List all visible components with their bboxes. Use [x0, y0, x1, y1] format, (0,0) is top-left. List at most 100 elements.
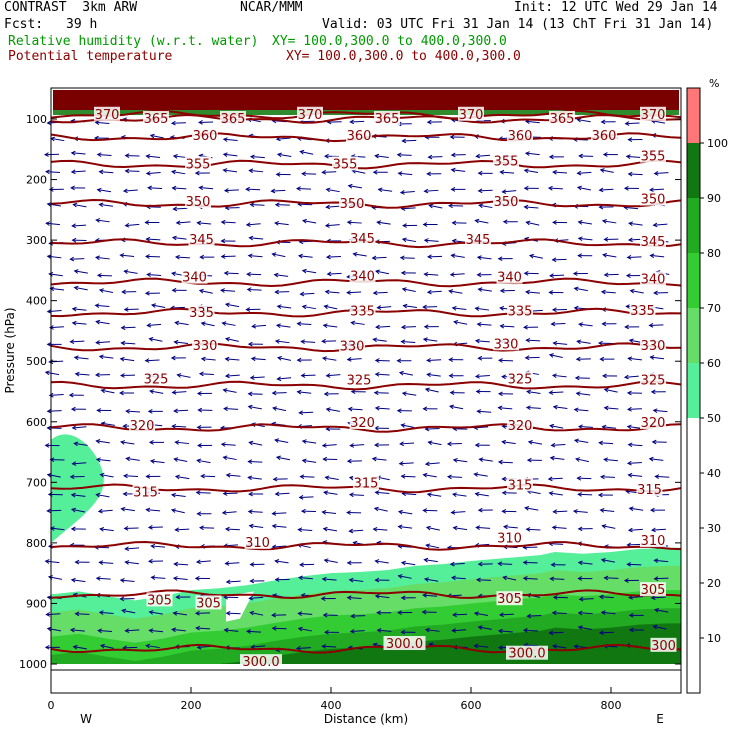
wind-arrowhead	[572, 509, 578, 514]
wind-arrow	[350, 444, 365, 447]
wind-arrowhead	[295, 645, 301, 651]
wind-arrowhead	[400, 595, 406, 601]
wind-arrow	[72, 462, 87, 465]
wind-arrowhead	[196, 511, 202, 517]
wind-arrow	[46, 171, 61, 174]
wind-arrow	[175, 528, 190, 531]
wind-arrow	[322, 357, 337, 361]
wind-arrowhead	[170, 492, 176, 498]
wind-arrow	[123, 646, 138, 649]
wind-arrow	[49, 394, 64, 396]
wind-arrow	[73, 646, 87, 650]
wind-arrowhead	[397, 509, 403, 515]
wind-arrowhead	[276, 304, 282, 310]
wind-arrow	[453, 459, 468, 463]
wind-arrow	[399, 462, 414, 465]
wind-arrowhead	[549, 576, 555, 582]
wind-arrow	[525, 152, 540, 156]
wind-arrowhead	[245, 307, 251, 312]
wind-arrow	[72, 426, 87, 429]
wind-arrow	[377, 306, 392, 309]
wind-arrow	[574, 287, 588, 292]
wind-arrow	[425, 629, 440, 632]
y-axis-title: Pressure (hPa)	[3, 307, 17, 393]
wind-arrowhead	[275, 172, 281, 177]
wind-arrowhead	[372, 169, 378, 175]
wind-arrowhead	[145, 507, 151, 513]
wind-arrowhead	[98, 202, 104, 208]
wind-arrow	[96, 341, 111, 344]
wind-arrow	[225, 374, 240, 377]
wind-arrow	[549, 543, 564, 545]
wind-arrow	[348, 185, 362, 189]
wind-arrowhead	[224, 526, 230, 532]
wind-arrow	[628, 474, 643, 477]
wind-arrowhead	[97, 628, 103, 634]
wind-arrowhead	[96, 273, 102, 278]
wind-arrowhead	[396, 358, 402, 364]
wind-arrow	[627, 543, 642, 546]
wind-arrowhead	[552, 509, 558, 515]
wind-arrow	[424, 273, 439, 276]
wind-arrow	[629, 507, 644, 511]
wind-arrow	[151, 304, 166, 308]
wind-arrowhead	[251, 323, 257, 329]
contour-label-bg	[297, 106, 323, 121]
wind-arrowhead	[450, 510, 456, 515]
wind-arrow	[224, 272, 239, 275]
wind-arrowhead	[199, 525, 204, 531]
wind-arrow	[373, 528, 388, 531]
wind-arrowhead	[301, 171, 307, 177]
wind-arrowhead	[577, 253, 583, 258]
wind-arrowhead	[449, 390, 455, 396]
wind-arrowhead	[450, 167, 456, 173]
wind-arrow	[629, 222, 643, 226]
wind-arrow	[272, 512, 287, 515]
contour-label: 360	[508, 129, 533, 144]
contour-label: 350	[641, 193, 666, 208]
wind-arrow	[75, 613, 90, 615]
contour-label-bg	[640, 233, 666, 248]
plot-frame	[50, 87, 682, 694]
wind-arrow	[298, 255, 313, 258]
wind-arrowhead	[222, 491, 228, 496]
wind-arrowhead	[297, 611, 303, 616]
wind-arrowhead	[274, 491, 280, 497]
wind-arrowhead	[172, 154, 178, 159]
contour-label: 325	[144, 372, 169, 387]
wind-arrowhead	[247, 341, 253, 347]
wind-arrowhead	[323, 558, 329, 563]
wind-arrowhead	[221, 321, 227, 326]
wind-arrowhead	[150, 303, 156, 308]
wind-arrow	[221, 289, 235, 292]
wind-arrow	[448, 476, 462, 478]
wind-arrow	[601, 611, 616, 615]
wind-arrowhead	[248, 168, 254, 174]
wind-arrowhead	[69, 474, 75, 480]
wind-arrowhead	[627, 442, 633, 448]
contour-label: 345	[189, 233, 214, 248]
wind-arrowhead	[149, 389, 155, 394]
wind-arrow	[655, 475, 670, 478]
wind-arrow	[350, 630, 365, 633]
wind-arrow	[424, 559, 438, 563]
wind-arrow	[373, 291, 388, 294]
wind-arrow	[148, 187, 163, 189]
wind-arrowhead	[70, 526, 76, 532]
wind-arrowhead	[374, 405, 380, 411]
wind-arrowhead	[70, 185, 75, 191]
wind-arrowhead	[372, 337, 378, 343]
wind-arrowhead	[424, 461, 430, 467]
wind-arrow	[300, 292, 315, 295]
wind-arrowhead	[172, 611, 178, 616]
wind-arrow	[146, 155, 161, 159]
contour-label-bg	[640, 372, 666, 387]
wind-arrowhead	[124, 560, 130, 565]
wind-arrow	[121, 326, 136, 329]
wind-arrow	[398, 511, 413, 515]
wind-arrowhead	[600, 557, 606, 563]
wind-arrowhead	[627, 237, 633, 243]
wind-arrowhead	[170, 355, 176, 361]
wind-arrow	[172, 425, 187, 428]
wind-arrow	[579, 426, 593, 428]
